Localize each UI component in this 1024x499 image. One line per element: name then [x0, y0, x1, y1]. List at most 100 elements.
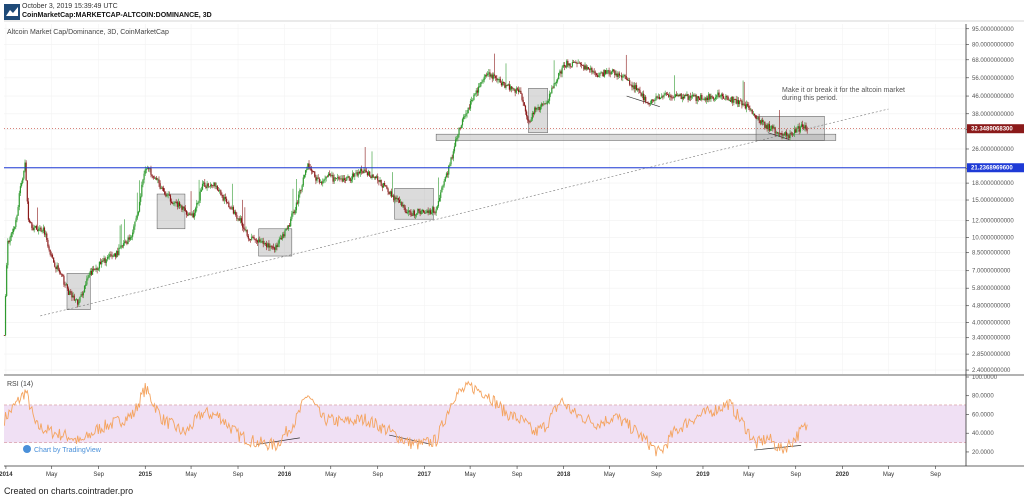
candle-body [401, 202, 403, 207]
x-tick-label: 2015 [139, 472, 153, 478]
candle-body [679, 93, 681, 97]
candle-body [780, 133, 782, 134]
candle-body [710, 96, 712, 100]
candle-body [232, 207, 235, 214]
candle-body [497, 78, 499, 81]
candle-body [148, 167, 150, 170]
candle-body [733, 99, 735, 103]
candle-body [17, 206, 19, 216]
candle-body [53, 257, 55, 263]
candle-body [150, 168, 152, 175]
candle-body [751, 109, 753, 114]
footer-credit: Created on charts.cointrader.pro [4, 486, 134, 496]
x-tick-label: May [325, 472, 336, 478]
candle-body [207, 183, 209, 187]
candle-body [792, 133, 795, 135]
candle-body [806, 129, 808, 131]
annotation-text: Make it or break it for the altcoin mark… [782, 87, 907, 102]
candle-body [307, 163, 309, 170]
candle-body [201, 183, 204, 190]
zone-box [528, 88, 548, 133]
x-tick-label: Sep [651, 472, 662, 478]
candle-body [571, 62, 574, 67]
candle-body [38, 228, 40, 232]
candle-body [134, 221, 136, 227]
candle-body [626, 79, 628, 81]
candle-body [145, 168, 147, 170]
candle-body [513, 88, 515, 90]
candle-body [269, 245, 271, 248]
x-tick-label: 2018 [557, 472, 571, 478]
candle-body [308, 163, 310, 167]
candle-body [492, 74, 494, 79]
candle-body [66, 284, 68, 289]
candle-body [406, 212, 409, 214]
candle-body [220, 190, 222, 195]
candle-body [432, 207, 434, 213]
y-tick-label: 26.0000000000 [972, 147, 1014, 153]
candle-body [793, 129, 796, 134]
candle-body [466, 113, 468, 114]
candle-body [254, 238, 256, 240]
candle-body [197, 202, 199, 204]
candle-body [594, 72, 596, 74]
candle-body [122, 243, 125, 247]
candle-body [3, 335, 5, 336]
candle-body [323, 179, 325, 182]
candle-body [678, 94, 680, 97]
candle-body [764, 121, 766, 128]
candle-body [228, 202, 230, 208]
candle-body [335, 178, 338, 179]
candle-body [32, 227, 34, 231]
candle-body [444, 176, 446, 182]
candle-body [330, 174, 332, 176]
rsi-pane-title: RSI (14) [7, 381, 33, 388]
candle-body [546, 102, 548, 104]
candle-body [515, 88, 517, 93]
candle-body [775, 132, 777, 134]
candle-body [623, 75, 625, 77]
x-tick-label: Sep [93, 472, 104, 478]
candle-body [420, 211, 422, 215]
candle-body [512, 88, 514, 90]
candle-body [229, 207, 231, 209]
candle-body [772, 125, 774, 129]
candle-body [446, 173, 449, 175]
candle-body [509, 86, 512, 90]
candle-body [261, 240, 263, 242]
candle-body [721, 94, 724, 97]
candle-body [516, 88, 519, 90]
candle-body [189, 213, 191, 215]
candle-body [716, 95, 718, 98]
candle-body [65, 284, 67, 286]
candle-body [779, 132, 781, 134]
candle-body [69, 291, 71, 295]
candle-body [804, 125, 806, 129]
candle-body [522, 99, 524, 103]
candle-body [294, 210, 296, 214]
candle-body [643, 96, 646, 101]
candle-body [414, 214, 417, 216]
candle-body [467, 107, 469, 114]
candle-body [750, 109, 752, 111]
candle-body [773, 127, 775, 129]
candle-body [739, 100, 741, 105]
candle-body [774, 127, 776, 134]
candle-body [214, 182, 216, 187]
candle-body [690, 96, 693, 98]
candle-body [361, 169, 363, 172]
candle-body [671, 97, 673, 99]
candle-body [366, 172, 369, 176]
candle-body [190, 214, 192, 216]
candle-body [536, 107, 538, 110]
candle-body [616, 73, 618, 77]
candle-body [731, 96, 733, 102]
x-tick-label: 2020 [836, 472, 850, 478]
candle-body [560, 71, 562, 74]
candle-body [192, 213, 194, 218]
candle-body [342, 178, 344, 182]
chart-canvas[interactable]: 95.0000000000 80.0000000000 68.0000000000 5… [0, 0, 1024, 484]
candle-body [286, 228, 288, 230]
candle-body [95, 268, 97, 270]
candle-body [749, 107, 751, 110]
